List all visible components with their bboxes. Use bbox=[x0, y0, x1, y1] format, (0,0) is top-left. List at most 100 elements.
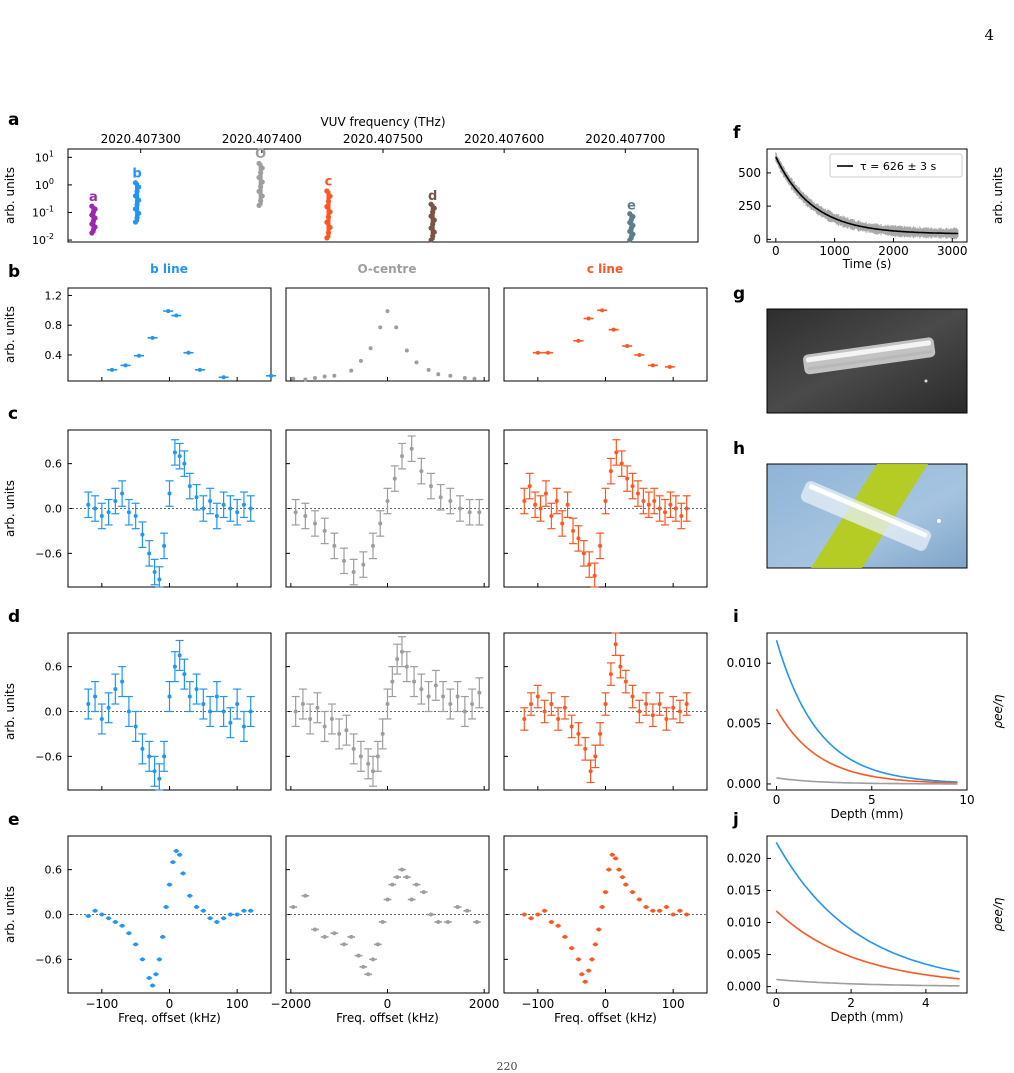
a-line-label-e: e bbox=[627, 198, 636, 213]
a-xtick-label: 2020.407600 bbox=[464, 132, 544, 146]
c-O-point bbox=[332, 543, 337, 548]
d-O-point bbox=[351, 746, 356, 751]
d-c-point bbox=[562, 705, 567, 710]
e-b-point bbox=[248, 908, 253, 913]
panel-letter-i: i bbox=[733, 607, 739, 627]
c-c-point bbox=[543, 491, 548, 496]
b-O-point bbox=[332, 373, 337, 378]
e-b-ytick-label: 0.0 bbox=[45, 909, 63, 922]
a-line-label-c: c bbox=[325, 175, 333, 190]
c-O-point bbox=[385, 499, 390, 504]
c-O-point bbox=[458, 506, 462, 511]
j-xtick-label: 2 bbox=[847, 996, 855, 1010]
e-b-point bbox=[181, 871, 186, 876]
panel-f: 0 1000 2000 3000 0 250 500 Time (s) arb. units τ … bbox=[738, 148, 1005, 271]
e-O-point bbox=[414, 882, 419, 887]
a-point-c bbox=[325, 230, 332, 236]
d-c-point bbox=[623, 679, 628, 684]
c-O-point bbox=[392, 476, 397, 481]
e-b-point bbox=[157, 957, 162, 962]
e-b-point bbox=[160, 934, 165, 939]
e-c-point bbox=[684, 912, 689, 917]
e-c-point bbox=[613, 856, 618, 861]
a-point-b bbox=[134, 215, 140, 221]
e-b-point bbox=[126, 931, 131, 936]
panel-letter-a: a bbox=[8, 110, 19, 130]
j-plot-frame bbox=[766, 835, 968, 994]
e-O-point bbox=[322, 934, 327, 939]
c-b-point bbox=[177, 454, 182, 459]
e-b-point bbox=[113, 919, 118, 924]
d-b-point bbox=[126, 709, 131, 714]
d-O-point bbox=[448, 702, 453, 707]
j-ytick-label: 0.000 bbox=[727, 980, 761, 994]
e-O-point bbox=[455, 905, 460, 910]
a-point-c bbox=[324, 188, 330, 194]
f-ylabel: arb. units bbox=[991, 167, 1005, 224]
j-xlabel: Depth (mm) bbox=[830, 1010, 903, 1024]
e-b-point bbox=[208, 916, 213, 921]
d-O-point bbox=[371, 769, 375, 774]
d-b-ylabel: arb. units bbox=[3, 683, 17, 740]
c-c-point bbox=[576, 536, 581, 541]
b-O-point bbox=[349, 368, 354, 373]
d-O-point bbox=[380, 731, 385, 736]
d-c-point bbox=[630, 694, 635, 699]
a-point-O bbox=[256, 202, 262, 209]
c-b-point bbox=[140, 532, 145, 537]
panel-c-O bbox=[285, 429, 490, 588]
j-ytick-label: 0.020 bbox=[727, 851, 761, 865]
c-b-point bbox=[208, 499, 213, 504]
a-point-b bbox=[132, 193, 139, 199]
a-point-c bbox=[325, 198, 332, 205]
a-point-c bbox=[324, 219, 330, 225]
a-point-c bbox=[324, 235, 330, 241]
a-point-b bbox=[132, 206, 139, 212]
panel-letter-j: j bbox=[732, 810, 739, 830]
d-O-point bbox=[308, 716, 313, 721]
b-b-point bbox=[269, 373, 273, 378]
c-c-point bbox=[635, 491, 640, 496]
d-O-point bbox=[455, 694, 460, 699]
a-ylabel: arb. units bbox=[3, 167, 17, 224]
e-O-point bbox=[342, 942, 346, 947]
d-c-point bbox=[598, 731, 603, 736]
e-c-point bbox=[650, 908, 655, 913]
panel-j: 0 2 4 0.000 0.005 0.010 0.015 0.020 Depth (mm) ρe… bbox=[727, 835, 1005, 1024]
d-c-point bbox=[535, 694, 540, 699]
i-xtick-label: 10 bbox=[959, 793, 974, 807]
d-c-point bbox=[644, 702, 649, 707]
b-b-ytick-label: 0.8 bbox=[45, 319, 63, 332]
c-c-point bbox=[533, 502, 538, 507]
e-b-point bbox=[140, 957, 145, 962]
e-O-point bbox=[395, 875, 400, 880]
e-b-point bbox=[153, 972, 158, 977]
a-point-d bbox=[431, 229, 437, 235]
e-b-point bbox=[194, 905, 199, 910]
b-O-point bbox=[436, 372, 441, 377]
c-O-point bbox=[342, 558, 346, 563]
a-xtick-label: 2020.407700 bbox=[585, 132, 665, 146]
panel-b-b: 0.4 0.8 1.2 arb. units bbox=[3, 287, 276, 382]
a-point-O bbox=[256, 160, 262, 167]
e-c-xlabel: Freq. offset (kHz) bbox=[554, 1011, 657, 1025]
a-ytick-label: 10-1 bbox=[32, 204, 54, 219]
a-point-b bbox=[132, 180, 139, 186]
d-O-point bbox=[412, 679, 417, 684]
d-O-point bbox=[390, 679, 395, 684]
c-b-point bbox=[228, 506, 233, 511]
d-c-point bbox=[613, 642, 618, 647]
panel-i: 0 5 10 0.000 0.005 0.010 Depth (mm) ρee/η bbox=[727, 632, 1005, 821]
c-O-point bbox=[378, 521, 383, 526]
b-O-point bbox=[472, 376, 477, 381]
c-c-point bbox=[554, 499, 559, 504]
e-c-point bbox=[664, 905, 669, 910]
c-b-point bbox=[133, 513, 138, 518]
b-b-plot-frame bbox=[67, 287, 272, 382]
b-b-ylabel: arb. units bbox=[3, 306, 17, 363]
e-O-point bbox=[349, 934, 354, 939]
e-O-point bbox=[356, 953, 361, 958]
panel-e-c: −100 0 100 Freq. offset (kHz) bbox=[503, 835, 708, 1025]
a-point-d bbox=[428, 201, 434, 207]
